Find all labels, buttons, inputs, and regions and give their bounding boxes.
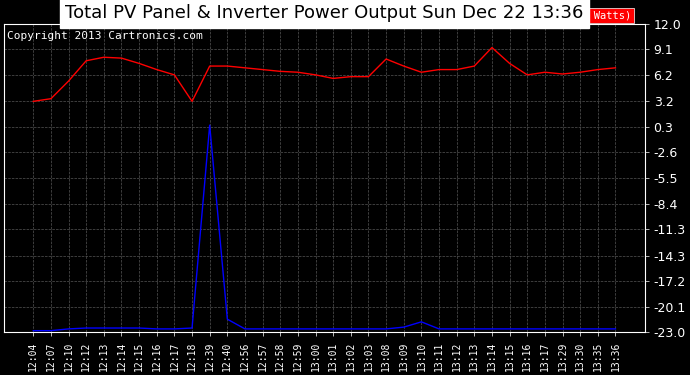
- Text: Grid (AC Watts): Grid (AC Watts): [398, 10, 492, 21]
- Text: PV Panels  (DC Watts): PV Panels (DC Watts): [500, 10, 632, 21]
- Title: Total PV Panel & Inverter Power Output Sun Dec 22 13:36: Total PV Panel & Inverter Power Output S…: [65, 4, 584, 22]
- Text: Copyright 2013 Cartronics.com: Copyright 2013 Cartronics.com: [7, 32, 203, 41]
